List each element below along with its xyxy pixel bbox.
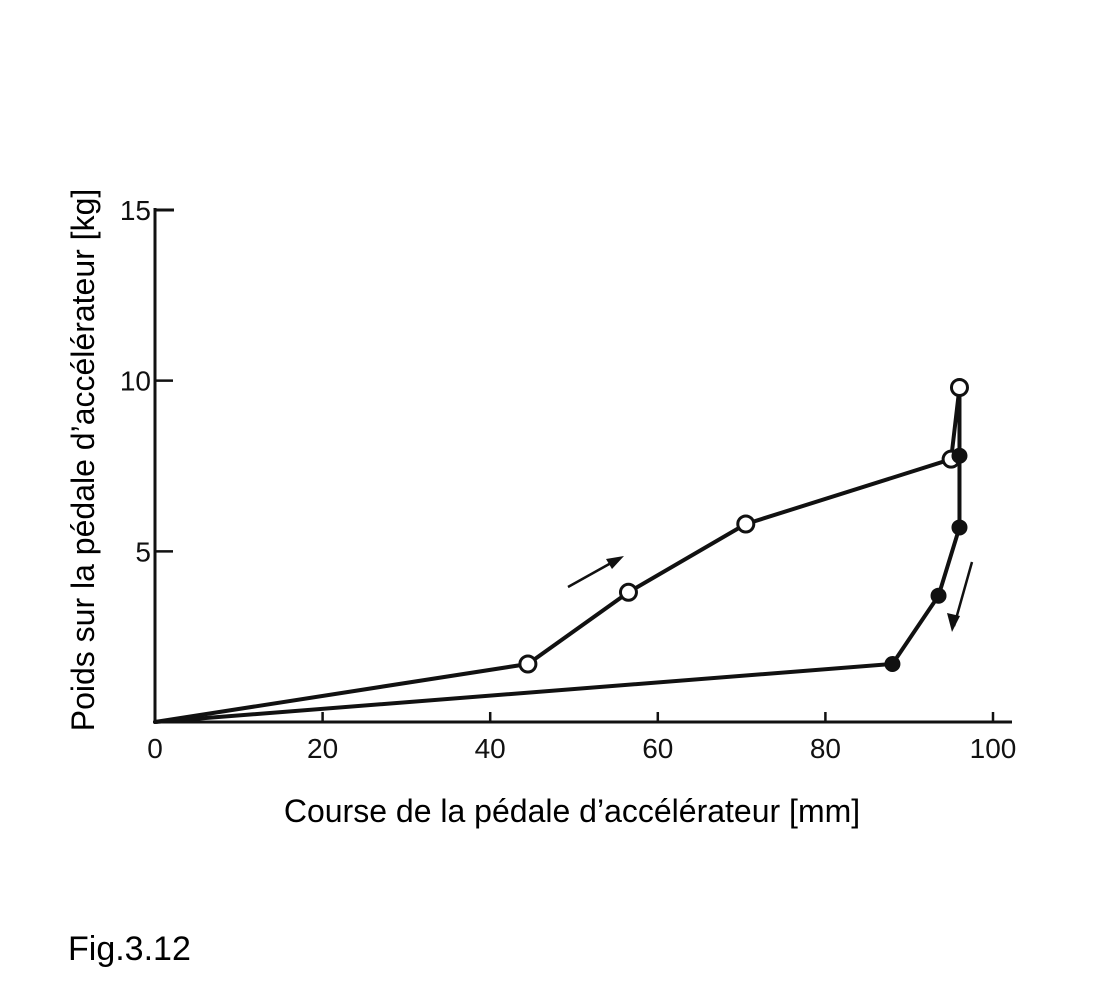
y-tick-label: 15 [120,195,151,226]
y-tick-label: 5 [135,536,151,567]
markers-increasing [518,377,969,674]
markers-decreasing [884,447,968,672]
y-tick-label: 10 [120,366,151,397]
x-axis-label: Course de la pédale d’accélérateur [mm] [284,793,860,829]
filled-circle-point [951,519,968,536]
filled-circle-point [930,587,947,604]
y-axis-label: Poids sur la pédale d’accélérateur [kg] [65,189,101,732]
figure-caption: Fig.3.12 [68,930,191,968]
open-circle-point [518,654,538,674]
direction-arrows [567,556,974,632]
series-layer [153,377,969,724]
x-tick-label: 20 [307,733,338,764]
series-increasing [153,385,962,724]
x-tick-label: 40 [475,733,506,764]
open-circle-point [949,377,969,397]
x-tick-label: 60 [642,733,673,764]
open-circle-point [618,582,638,602]
open-circle-point [736,514,756,534]
series-decreasing [153,385,962,724]
filled-circle-point [884,655,901,672]
filled-circle-point [951,447,968,464]
axes [153,208,1012,724]
increasing-arrow [567,556,624,589]
x-tick-label: 0 [147,733,163,764]
x-tick-label: 100 [970,733,1017,764]
x-tick-label: 80 [810,733,841,764]
series-line-increasing [153,385,962,724]
series-line-decreasing [153,385,962,724]
decreasing-arrow [947,561,974,632]
ticks: 0 20 40 60 80 100 5 10 15 [120,195,1017,764]
